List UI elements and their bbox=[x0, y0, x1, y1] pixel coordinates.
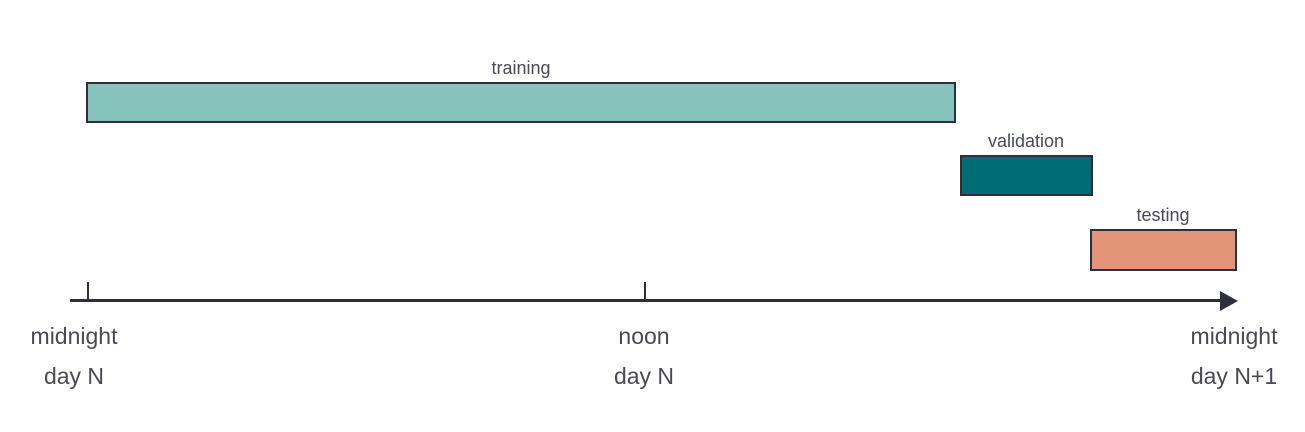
tick-label-line2: day N bbox=[613, 363, 675, 389]
training-label: training bbox=[491, 58, 551, 78]
testing-bar bbox=[1090, 229, 1237, 271]
tick-label-line1: noon bbox=[618, 323, 670, 349]
time-axis-line bbox=[70, 299, 1224, 302]
testing-label: testing bbox=[1136, 205, 1190, 225]
tick-label-noon-day-n: noon day N bbox=[614, 316, 674, 396]
tick-midnight-day-n bbox=[87, 282, 89, 300]
tick-label-line2: day N+1 bbox=[1190, 363, 1278, 389]
validation-label: validation bbox=[987, 131, 1065, 151]
tick-label-line2: day N bbox=[43, 363, 105, 389]
tick-label-line1: midnight bbox=[1190, 323, 1278, 349]
axis-arrow-icon bbox=[1220, 291, 1238, 311]
tick-label-line1: midnight bbox=[30, 323, 118, 349]
training-bar bbox=[86, 82, 956, 123]
tick-label-midnight-day-n: midnight day N bbox=[31, 316, 118, 396]
validation-bar bbox=[960, 155, 1093, 196]
tick-noon-day-n bbox=[644, 282, 646, 300]
tick-label-midnight-day-n-plus-1: midnight day N+1 bbox=[1191, 316, 1278, 396]
